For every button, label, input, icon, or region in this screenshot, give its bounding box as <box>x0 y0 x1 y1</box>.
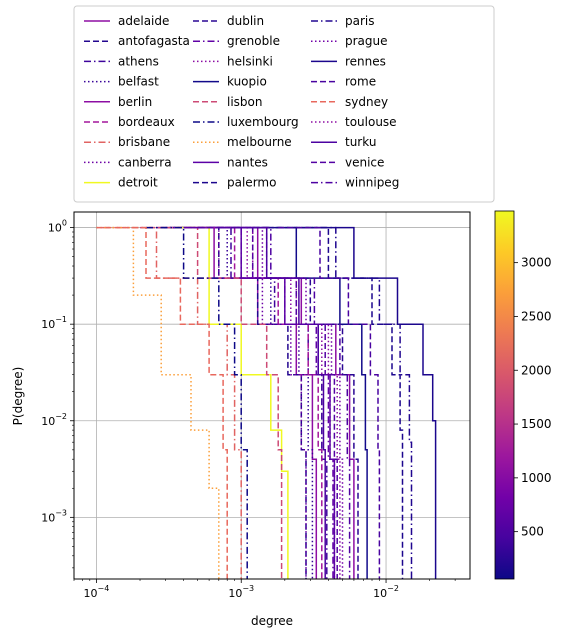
series-line-berlin <box>197 226 355 579</box>
colorbar-tick-label: 500 <box>521 525 544 539</box>
x-axis-label: degree <box>251 614 293 628</box>
series-layer <box>96 226 437 579</box>
series-line-bordeaux <box>180 226 323 579</box>
series-line-athens <box>173 226 328 579</box>
y-tick-label: 10−3 <box>41 508 67 524</box>
y-axis: 100 10−1 10−2 10−3 <box>41 219 74 569</box>
legend-label-nantes: nantes <box>227 155 268 169</box>
colorbar-tick-label: 2000 <box>521 363 552 377</box>
legend-label-prague: prague <box>345 34 388 48</box>
legend-label-brisbane: brisbane <box>118 135 170 149</box>
x-tick-label: 10−2 <box>373 584 399 600</box>
legend-label-bordeaux: bordeaux <box>118 115 175 129</box>
legend-label-berlin: berlin <box>118 95 152 109</box>
legend-label-venice: venice <box>345 155 384 169</box>
x-tick-label: 10−3 <box>228 584 254 600</box>
colorbar-tick-label: 2500 <box>521 309 552 323</box>
series-line-brisbane <box>102 226 242 579</box>
y-tick-label: 10−1 <box>41 315 67 331</box>
legend-label-athens: athens <box>118 54 159 68</box>
series-line-toulouse <box>197 226 341 579</box>
legend-label-helsinki: helsinki <box>227 54 273 68</box>
series-line-kuopio <box>252 226 368 579</box>
series-line-adelaide <box>156 226 318 579</box>
series-line-dublin <box>209 226 359 579</box>
legend-label-paris: paris <box>345 14 375 28</box>
series-line-paris <box>262 226 413 579</box>
series-line-turku <box>231 226 326 579</box>
series-line-melbourne <box>96 226 220 579</box>
legend-label-turku: turku <box>345 135 376 149</box>
legend-label-lisbon: lisbon <box>227 95 262 109</box>
legend-label-canberra: canberra <box>118 155 172 169</box>
colorbar-gradient <box>494 210 515 580</box>
colorbar-tick-label: 1000 <box>521 471 552 485</box>
legend-label-antofagasta: antofagasta <box>118 34 190 48</box>
legend-label-kuopio: kuopio <box>227 75 267 89</box>
series-line-venice <box>197 226 338 579</box>
y-tick-label: 100 <box>48 219 67 235</box>
legend-frame <box>73 5 495 203</box>
series-line-luxembourg <box>146 226 248 579</box>
legend-label-luxembourg: luxembourg <box>227 115 299 129</box>
legend-label-melbourne: melbourne <box>227 135 292 149</box>
legend-label-dublin: dublin <box>227 14 264 28</box>
legend-label-rome: rome <box>345 75 376 89</box>
series-line-helsinki <box>186 226 336 579</box>
colorbar: 500 1000 1500 2000 2500 3000 <box>494 210 552 580</box>
legend-label-detroit: detroit <box>118 176 158 190</box>
series-line-detroit <box>175 226 289 579</box>
series-line-sydney <box>96 226 228 579</box>
legend-label-belfast: belfast <box>118 75 159 89</box>
x-tick-label: 10−4 <box>84 584 110 600</box>
series-line-prague <box>209 226 344 579</box>
plot-frame <box>73 211 471 580</box>
series-line-winnipeg <box>218 226 351 579</box>
legend-label-sydney: sydney <box>345 95 388 109</box>
legend: adelaide antofagasta athens belfast berlin bo… <box>73 5 495 203</box>
series-line-rennes <box>298 226 437 579</box>
legend-label-rennes: rennes <box>345 54 386 68</box>
series-line-palermo <box>266 226 404 579</box>
x-axis: 10−4 10−3 10−2 <box>73 579 456 600</box>
legend-label-toulouse: toulouse <box>345 115 397 129</box>
series-line-antofagasta <box>161 226 307 579</box>
legend-label-grenoble: grenoble <box>227 34 280 48</box>
y-tick-label: 10−2 <box>41 412 67 428</box>
series-line-rome <box>278 226 381 579</box>
colorbar-tick-label: 1500 <box>521 417 552 431</box>
series-line-lisbon <box>140 226 283 579</box>
legend-label-palermo: palermo <box>227 176 276 190</box>
legend-label-winnipeg: winnipeg <box>345 176 399 190</box>
colorbar-tick-label: 3000 <box>521 256 552 270</box>
series-line-canberra <box>165 226 307 579</box>
legend-label-adelaide: adelaide <box>118 14 169 28</box>
y-axis-label: P(degree) <box>11 367 25 426</box>
